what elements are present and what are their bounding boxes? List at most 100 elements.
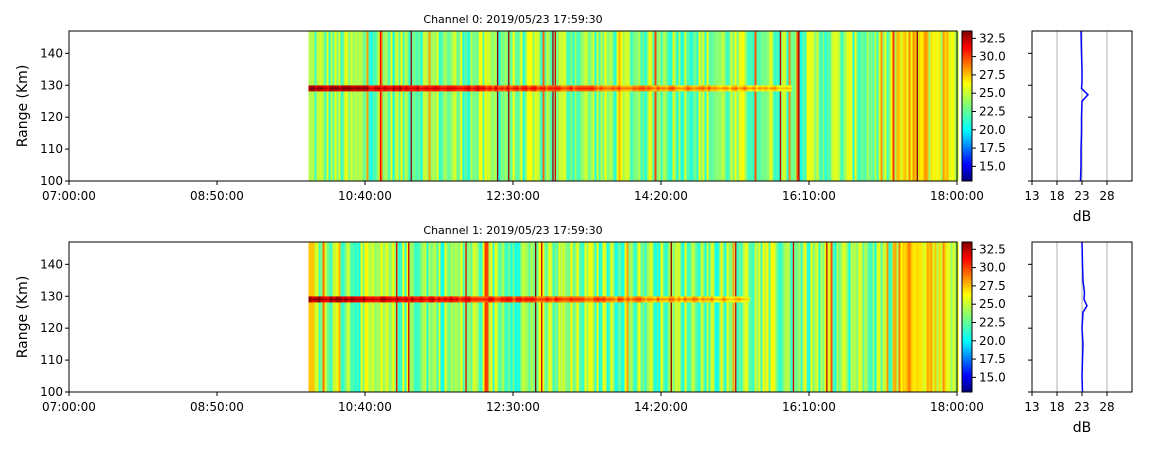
heatmap-column [548,31,551,181]
layer-core [329,87,333,90]
heatmap-column [512,31,515,181]
layer-core [647,298,651,301]
heatmap-column [380,242,383,392]
heatmap-column [740,31,743,181]
heatmap-column [856,31,859,181]
heatmap-data [308,31,959,181]
heatmap-column [482,242,485,392]
heatmap-column [708,242,711,392]
heatmap-column [620,242,623,392]
heatmap-column [418,31,421,181]
layer-core [692,87,696,90]
heatmap-column [722,242,725,392]
heatmap-column [534,31,537,181]
layer-core [773,87,777,90]
heatmap-column [604,242,607,392]
heatmap-column [550,242,553,392]
heatmap-streak [497,31,499,181]
heatmap-column [914,31,917,181]
heatmap-column [580,242,583,392]
heatmap-column [356,31,359,181]
heatmap-column [714,31,717,181]
heatmap-column [930,31,933,181]
profile-x-tick-label: 28 [1099,400,1114,414]
layer-core [659,87,663,90]
heatmap-column [672,31,675,181]
heatmap-column [314,31,317,181]
heatmap-column [932,242,935,392]
x-tick-label: 08:50:00 [190,400,244,414]
heatmap-column [374,31,377,181]
heatmap-column [910,31,913,181]
heatmap-column [428,242,431,392]
x-tick-label: 10:40:00 [338,189,392,203]
heatmap-column [732,242,735,392]
heatmap-column [586,31,589,181]
layer-core [428,87,432,90]
layer-core [746,298,750,301]
heatmap-column [330,31,333,181]
layer-core [695,87,699,90]
layer-core [698,298,702,301]
heatmap-column [502,242,505,392]
heatmap-column [710,31,713,181]
heatmap-column [686,242,689,392]
heatmap-column [702,242,705,392]
heatmap-column [732,31,735,181]
heatmap-column [316,31,319,181]
heatmap-column [388,31,391,181]
heatmap-column [674,31,677,181]
heatmap-column [818,242,821,392]
heatmap-column [850,242,853,392]
layer-core [680,298,684,301]
heatmap-column [924,242,927,392]
heatmap-column [694,242,697,392]
heatmap-column [720,31,723,181]
profile-x-tick-label: 23 [1074,400,1089,414]
layer-core [638,87,642,90]
heatmap-column [610,242,613,392]
heatmap-column [638,242,641,392]
heatmap-column [488,242,491,392]
heatmap-column [438,31,441,181]
layer-core [422,87,426,90]
heatmap-column [898,31,901,181]
layer-core [437,87,441,90]
heatmap-column [722,31,725,181]
y-tick-label: 130 [40,289,63,303]
heatmap-column [574,242,577,392]
heatmap-column [666,31,669,181]
layer-core [584,298,588,301]
layer-core [383,298,387,301]
layer-core [506,87,510,90]
layer-core [572,298,576,301]
heatmap-column [426,31,429,181]
heatmap-column [630,31,633,181]
layer-core [731,87,735,90]
heatmap-column [696,242,699,392]
layer-core [566,298,570,301]
layer-core [389,298,393,301]
heatmap-column [636,31,639,181]
heatmap-column [678,31,681,181]
heatmap-column [530,242,533,392]
heatmap-column [652,242,655,392]
heatmap-column [358,242,361,392]
layer-core [389,87,393,90]
heatmap-column [484,31,487,181]
layer-core [590,298,594,301]
layer-core [731,298,735,301]
heatmap-column [692,242,695,392]
heatmap-column [836,31,839,181]
heatmap-column [510,31,513,181]
heatmap-column [800,242,803,392]
heatmap-column [556,242,559,392]
heatmap-column [350,242,353,392]
heatmap-column [318,242,321,392]
layer-core [398,298,402,301]
heatmap-column [490,31,493,181]
heatmap-column [806,31,809,181]
layer-core [401,87,405,90]
layer-core [527,87,531,90]
layer-core [338,87,342,90]
